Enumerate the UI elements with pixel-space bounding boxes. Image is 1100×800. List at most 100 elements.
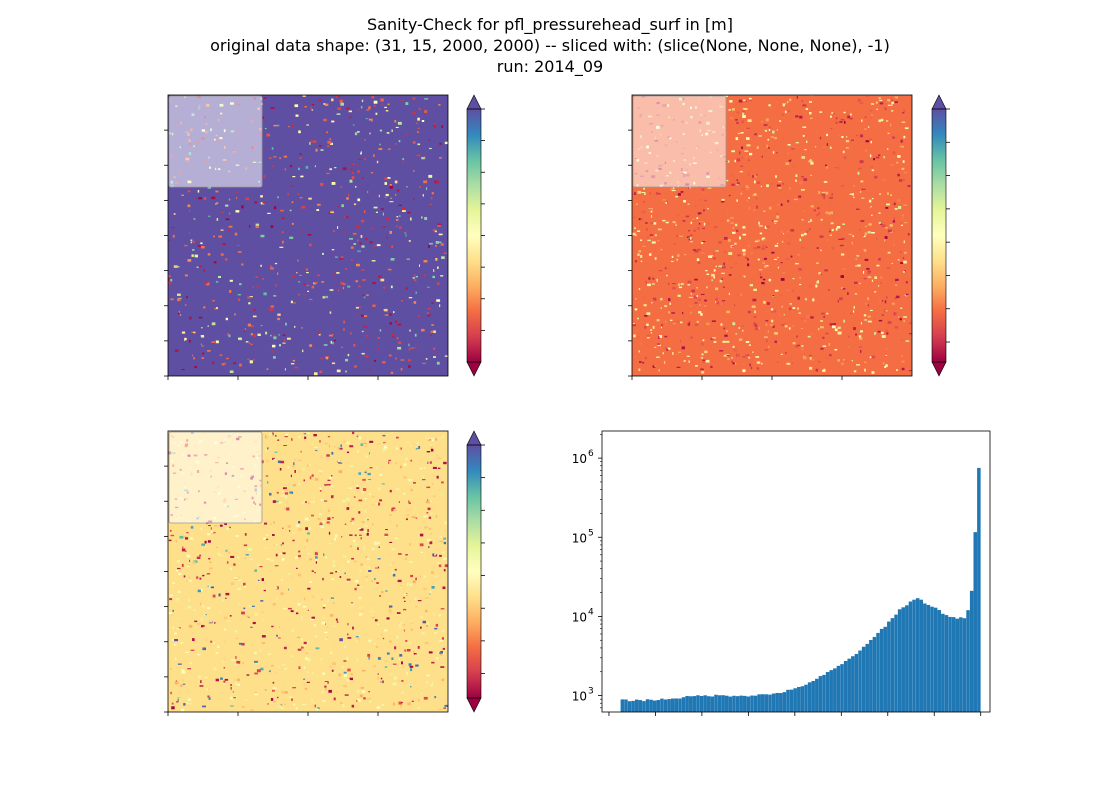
histogram-bar	[894, 614, 898, 712]
histogram-bars	[620, 467, 981, 712]
histogram-bar	[969, 590, 974, 712]
histogram-bar	[923, 603, 927, 712]
histogram-bar	[789, 689, 794, 712]
histogram-bar	[843, 660, 848, 712]
histogram-bar	[710, 696, 715, 712]
histogram-bar	[681, 697, 686, 712]
histogram-bar	[948, 616, 952, 712]
histogram-bar	[912, 599, 916, 712]
histogram-bar	[793, 688, 797, 712]
histogram-bar	[764, 694, 769, 712]
histogram-bar	[905, 605, 909, 712]
histogram-bar	[634, 699, 639, 712]
colorbar-gradient	[467, 445, 481, 698]
histogram-bar	[908, 601, 913, 712]
histogram-bar	[876, 632, 880, 712]
histogram-bar	[743, 695, 747, 712]
histogram-bar	[771, 693, 776, 712]
histogram-bar	[714, 694, 718, 712]
histogram-bar	[775, 692, 779, 712]
histogram-bar	[753, 695, 758, 712]
histogram-bar	[627, 701, 632, 712]
stats-box-background	[168, 431, 263, 524]
colorbar-frame	[931, 108, 947, 363]
histogram-bar	[721, 695, 725, 712]
histogram-bar	[872, 636, 877, 712]
stats-box	[632, 95, 727, 188]
histogram-bar	[851, 656, 855, 712]
histogram-bar	[624, 699, 628, 712]
histogram-bar	[804, 684, 808, 712]
y-tick-label: 10	[572, 452, 587, 466]
colorbar-extend-top	[466, 94, 482, 110]
histogram-bar	[667, 699, 671, 712]
histogram-bar	[761, 694, 765, 712]
histogram-bar	[941, 613, 945, 712]
histogram-bar	[926, 604, 931, 712]
histogram-bar	[815, 678, 819, 712]
histogram-bar	[962, 618, 967, 712]
histogram-bar	[840, 664, 844, 712]
histogram-bar	[977, 467, 981, 712]
histogram-bar	[800, 686, 805, 712]
histogram-bar	[689, 696, 693, 712]
histogram-bar	[707, 696, 711, 712]
histogram-bar	[739, 695, 743, 712]
stats-box	[168, 95, 263, 188]
colorbar-extend-bottom	[466, 361, 482, 377]
histogram-bar	[678, 698, 682, 712]
panel-pressure-max	[628, 94, 950, 380]
colorbar	[931, 94, 950, 377]
histogram-bar	[750, 695, 754, 712]
y-tick-label: 10	[572, 531, 587, 545]
colorbar-extend-top	[931, 94, 947, 110]
histogram-bar	[865, 643, 869, 712]
histogram-bar	[696, 695, 700, 712]
histogram-bar	[966, 610, 970, 712]
colorbar	[466, 94, 485, 377]
histogram-bar	[685, 695, 689, 712]
stats-box-background	[168, 95, 263, 188]
stats-box	[168, 431, 263, 524]
histogram-bar	[944, 615, 949, 712]
histogram-bar	[847, 658, 851, 712]
histogram-bar	[663, 699, 668, 712]
axes-frame	[601, 430, 991, 713]
colorbar	[466, 430, 485, 713]
histogram-bar	[653, 700, 657, 712]
colorbar-extend-top	[466, 430, 482, 446]
histogram-bar	[811, 680, 815, 712]
histogram-bar	[638, 700, 643, 712]
title-line-1: Sanity-Check for pfl_pressurehead_surf i…	[367, 15, 733, 35]
y-tick-exponent: 6	[588, 449, 594, 459]
y-tick-label: 10	[572, 690, 587, 704]
y-tick-exponent: 4	[588, 607, 594, 617]
histogram-bar	[836, 665, 841, 712]
histogram-bar	[833, 668, 837, 712]
histogram-bar	[703, 695, 707, 712]
histogram-bar	[746, 696, 751, 712]
y-tick-exponent: 5	[588, 528, 594, 538]
histogram-bar	[768, 694, 772, 712]
y-tick-label: 10	[572, 610, 587, 624]
histogram-bar	[757, 694, 761, 712]
histogram-bar	[725, 695, 729, 712]
histogram-bar	[930, 606, 934, 712]
histogram-bar	[732, 695, 736, 712]
histogram-bar	[728, 696, 733, 712]
histogram-bar	[818, 676, 823, 712]
stats-box-background	[632, 95, 727, 188]
histogram-bar	[620, 699, 625, 712]
colorbar-extend-bottom	[931, 361, 947, 377]
histogram-bar	[901, 607, 905, 712]
histogram-bar	[887, 621, 891, 712]
colorbar-gradient	[467, 109, 481, 362]
histogram-bar	[933, 607, 938, 712]
histogram-bar	[807, 682, 812, 712]
histogram-bar	[779, 693, 783, 712]
panel-pressure-mean	[164, 430, 485, 716]
histogram-bar	[919, 599, 923, 712]
histogram-bar	[858, 650, 862, 712]
histogram-bar	[656, 700, 661, 712]
